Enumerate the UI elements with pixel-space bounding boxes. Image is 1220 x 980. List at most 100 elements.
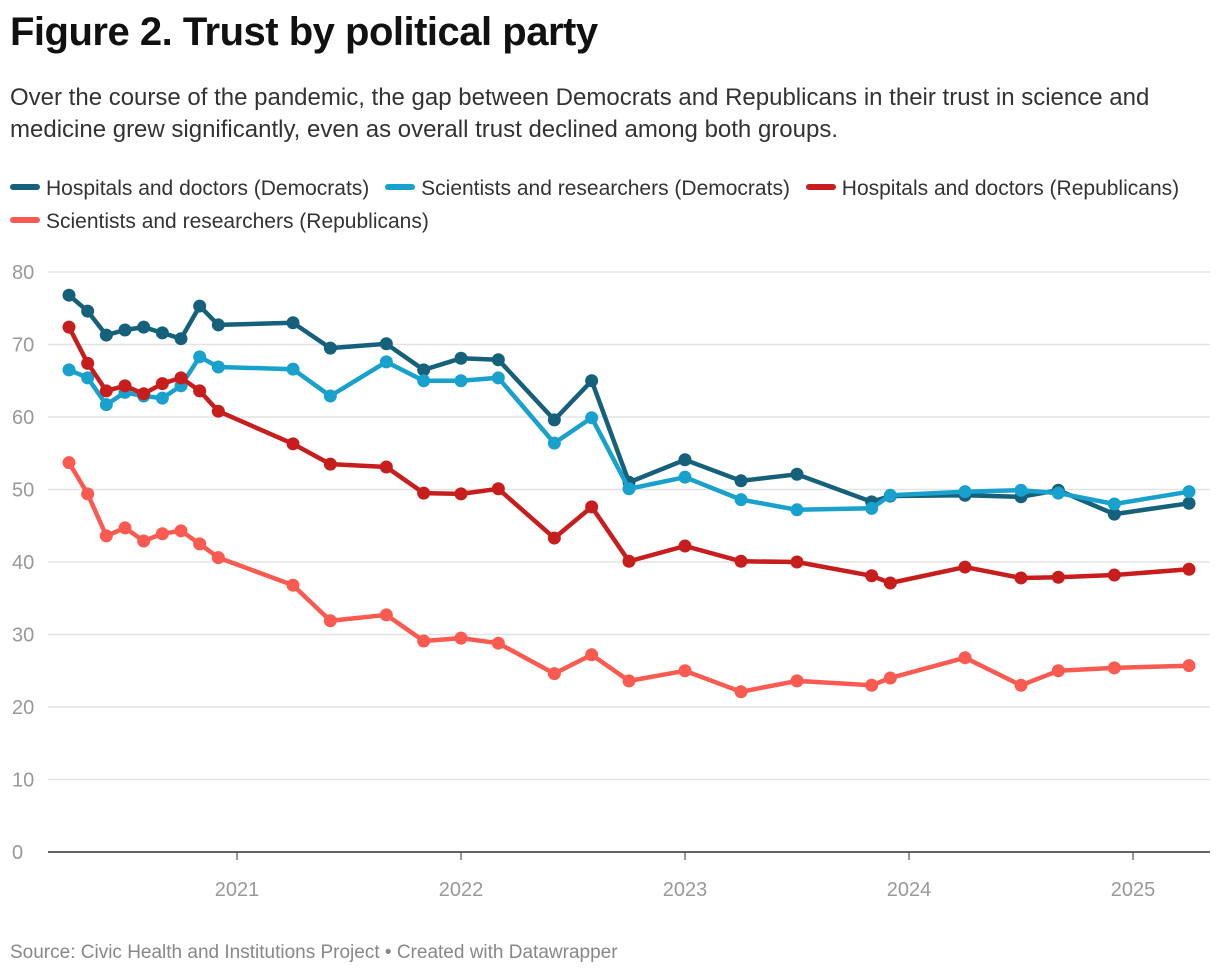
data-point — [958, 651, 972, 665]
data-point — [678, 453, 692, 467]
legend-label: Hospitals and doctors (Republicans) — [841, 177, 1180, 200]
y-tick-label: 70 — [12, 335, 34, 357]
data-point — [174, 524, 188, 538]
data-point — [678, 470, 692, 484]
data-point — [193, 537, 207, 551]
data-point — [734, 474, 748, 488]
data-point — [585, 500, 599, 514]
data-point — [137, 320, 151, 334]
data-point — [62, 288, 76, 302]
data-point — [547, 531, 561, 545]
data-point — [491, 353, 505, 367]
y-tick-label: 0 — [12, 842, 23, 864]
data-point — [62, 456, 76, 470]
data-point — [323, 389, 337, 403]
data-point — [865, 501, 879, 515]
data-point — [491, 371, 505, 385]
legend-item: Scientists and researchers (Republicans) — [10, 205, 429, 238]
data-point — [734, 493, 748, 507]
y-tick-label: 50 — [12, 480, 34, 502]
y-tick-label: 60 — [12, 407, 34, 429]
data-point — [118, 521, 132, 535]
data-point — [379, 608, 393, 622]
series-line-3 — [66, 460, 1192, 695]
data-point — [622, 554, 636, 568]
data-point — [454, 487, 468, 501]
source-note: Source: Civic Health and Institutions Pr… — [10, 942, 618, 963]
data-point — [323, 614, 337, 628]
data-point — [99, 398, 113, 412]
data-point — [790, 503, 804, 517]
data-point — [137, 387, 151, 401]
legend: Hospitals and doctors (Democrats) Scient… — [10, 172, 1210, 238]
data-point — [1182, 485, 1196, 499]
y-tick-label: 40 — [12, 552, 34, 574]
legend-swatch — [10, 184, 40, 191]
data-point — [286, 362, 300, 376]
data-point — [211, 551, 225, 565]
data-point — [174, 371, 188, 385]
data-point — [99, 384, 113, 398]
data-point — [547, 667, 561, 681]
x-tick-label: 2024 — [887, 879, 932, 901]
data-point — [323, 457, 337, 471]
data-point — [883, 576, 897, 590]
data-point — [1107, 497, 1121, 511]
data-point — [678, 664, 692, 678]
data-point — [118, 323, 132, 337]
data-point — [1107, 507, 1121, 521]
data-point — [174, 332, 188, 346]
data-point — [323, 341, 337, 355]
data-point — [1014, 571, 1028, 585]
data-point — [1107, 661, 1121, 675]
data-point — [193, 350, 207, 364]
data-point — [585, 648, 599, 662]
legend-swatch — [10, 217, 40, 224]
data-point — [155, 377, 169, 391]
x-tick-label: 2023 — [663, 879, 708, 901]
data-point — [379, 460, 393, 474]
data-point — [1182, 496, 1196, 510]
legend-swatch — [385, 184, 416, 191]
data-point — [81, 487, 95, 501]
data-point — [1051, 486, 1065, 500]
x-tick-label: 2022 — [439, 879, 484, 901]
data-point — [62, 320, 76, 334]
data-point — [211, 404, 225, 418]
data-point — [865, 678, 879, 692]
data-point — [454, 351, 468, 365]
data-point — [379, 337, 393, 351]
data-point — [790, 555, 804, 569]
data-point — [1182, 562, 1196, 576]
data-point — [1014, 483, 1028, 497]
x-tick-label: 2021 — [215, 879, 260, 901]
data-point — [417, 374, 431, 388]
data-point — [286, 437, 300, 451]
legend-swatch — [805, 184, 836, 191]
data-point — [454, 631, 468, 645]
data-point — [118, 379, 132, 393]
data-point — [99, 328, 113, 342]
data-point — [491, 636, 505, 650]
data-point — [734, 554, 748, 568]
data-point — [62, 363, 76, 377]
data-point — [211, 318, 225, 332]
data-point — [958, 485, 972, 499]
data-point — [193, 299, 207, 313]
series-line-1 — [66, 354, 1192, 513]
data-point — [547, 436, 561, 450]
legend-label: Scientists and researchers (Democrats) — [421, 177, 790, 200]
y-tick-label: 20 — [12, 697, 34, 719]
data-point — [790, 467, 804, 481]
chart-title: Figure 2. Trust by political party — [10, 10, 598, 54]
x-tick-label: 2025 — [1111, 879, 1156, 901]
legend-label: Hospitals and doctors (Democrats) — [46, 177, 370, 200]
data-point — [865, 569, 879, 583]
data-point — [286, 578, 300, 592]
data-point — [211, 360, 225, 374]
data-point — [379, 355, 393, 369]
data-point — [454, 374, 468, 388]
legend-item: Hospitals and doctors (Democrats) — [10, 172, 369, 205]
data-point — [883, 671, 897, 685]
